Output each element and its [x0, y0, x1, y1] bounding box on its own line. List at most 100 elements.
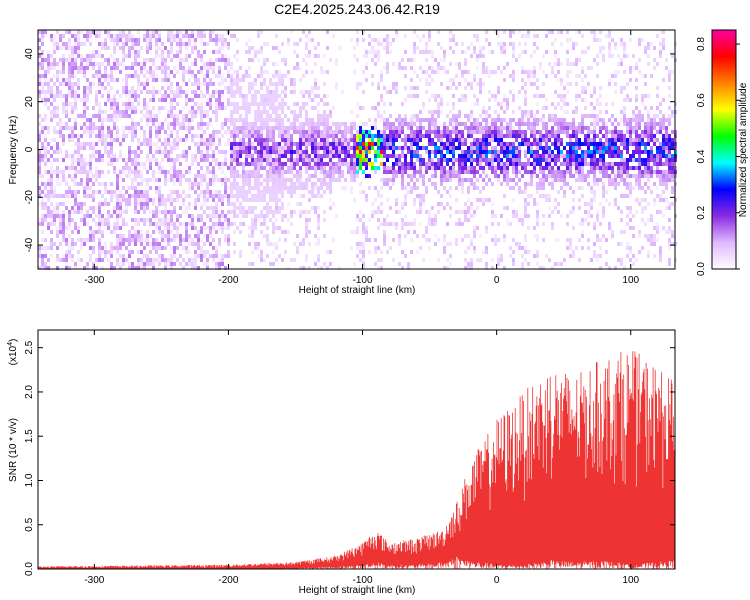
spectrogram-cell — [377, 38, 380, 42]
spectrogram-cell — [194, 234, 197, 238]
spectrogram-cell — [236, 134, 239, 138]
spectrogram-cell — [218, 94, 221, 98]
spectrogram-cell — [293, 110, 296, 114]
spectrogram-cell — [311, 134, 314, 138]
spectrogram-cell — [287, 130, 290, 134]
spectrogram-cell — [467, 218, 470, 222]
spectrogram-cell — [134, 218, 137, 222]
spectrogram-cell — [89, 214, 92, 218]
spectrogram-cell — [140, 234, 143, 238]
spectrogram-cell — [506, 178, 509, 182]
spectrogram-cell — [563, 118, 566, 122]
spectrogram-cell — [545, 106, 548, 110]
spectrogram-cell — [104, 46, 107, 50]
spectrogram-cell — [200, 106, 203, 110]
spectrogram-cell — [245, 70, 248, 74]
spectrogram-cell — [554, 114, 557, 118]
spectrogram-cell — [356, 130, 359, 134]
spectrogram-cell — [332, 154, 335, 158]
spectrogram-cell — [284, 162, 287, 166]
spectrogram-cell — [308, 218, 311, 222]
spectrogram-cell — [62, 178, 65, 182]
spectrogram-cell — [62, 174, 65, 178]
spectrogram-cell — [266, 114, 269, 118]
spectrogram-cell — [380, 162, 383, 166]
spectrogram-cell — [329, 178, 332, 182]
spectrogram-cell — [170, 218, 173, 222]
spectrogram-cell — [230, 74, 233, 78]
spectrogram-cell — [95, 206, 98, 210]
spectrogram-cell — [89, 254, 92, 258]
spectrogram-cell — [389, 102, 392, 106]
spectrogram-cell — [107, 222, 110, 226]
spectrogram-cell — [203, 50, 206, 54]
spectrogram-cell — [86, 90, 89, 94]
spectrogram-cell — [194, 134, 197, 138]
spectrogram-cell — [176, 174, 179, 178]
spectrogram-cell — [266, 58, 269, 62]
spectrogram-cell — [104, 134, 107, 138]
spectrogram-cell — [482, 126, 485, 130]
spectrogram-cell — [392, 154, 395, 158]
spectrogram-cell — [314, 186, 317, 190]
spectrogram-cell — [341, 130, 344, 134]
spectrogram-cell — [536, 122, 539, 126]
spectrogram-cell — [143, 38, 146, 42]
spectrogram-cell — [443, 206, 446, 210]
spectrogram-cell — [77, 42, 80, 46]
spectrogram-cell — [62, 238, 65, 242]
spectrogram-cell — [218, 242, 221, 246]
spectrogram-cell — [134, 98, 137, 102]
spectrogram-cell — [92, 230, 95, 234]
spectrogram-cell — [404, 86, 407, 90]
spectrogram-cell — [506, 206, 509, 210]
spectrogram-cell — [227, 90, 230, 94]
spectrogram-cell — [179, 58, 182, 62]
spectrogram-cell — [359, 130, 362, 134]
spectrogram-cell — [62, 134, 65, 138]
spectrogram-cell — [236, 38, 239, 42]
spectrogram-cell — [344, 142, 347, 146]
spectrogram-cell — [140, 218, 143, 222]
spectrogram-cell — [194, 254, 197, 258]
spectrogram-cell — [131, 106, 134, 110]
spectrogram-cell — [188, 166, 191, 170]
spectrogram-cell — [542, 194, 545, 198]
spectrogram-cell — [59, 182, 62, 186]
spectrogram-cell — [107, 34, 110, 38]
spectrogram-cell — [230, 222, 233, 226]
spectrogram-cell — [551, 222, 554, 226]
spectrogram-cell — [143, 62, 146, 66]
spectrogram-cell — [467, 46, 470, 50]
spectrogram-cell — [563, 170, 566, 174]
spectrogram-cell — [170, 178, 173, 182]
spectrogram-cell — [233, 154, 236, 158]
spectrogram-cell — [365, 122, 368, 126]
spectrogram-cell — [425, 186, 428, 190]
spectrogram-cell — [467, 114, 470, 118]
spectrogram-cell — [176, 54, 179, 58]
spectrogram-cell — [146, 30, 149, 34]
spectrogram-cell — [260, 150, 263, 154]
spectrogram-cell — [419, 222, 422, 226]
spectrogram-cell — [203, 138, 206, 142]
spectrogram-cell — [191, 38, 194, 42]
spectrogram-cell — [449, 130, 452, 134]
spectrogram-cell — [413, 50, 416, 54]
spectrogram-cell — [242, 98, 245, 102]
spectrogram-cell — [74, 210, 77, 214]
spectrogram-cell — [470, 238, 473, 242]
spectrogram-cell — [137, 154, 140, 158]
spectrogram-cell — [515, 154, 518, 158]
spectrogram-cell — [119, 170, 122, 174]
spectrogram-cell — [68, 38, 71, 42]
spectrogram-cell — [236, 78, 239, 82]
spectrogram-cell — [131, 162, 134, 166]
spectrogram-cell — [389, 130, 392, 134]
spectrogram-cell — [233, 110, 236, 114]
spectrogram-cell — [524, 94, 527, 98]
spectrogram-cell — [485, 110, 488, 114]
spectrogram-cell — [221, 42, 224, 46]
spectrogram-cell — [440, 170, 443, 174]
spectrogram-cell — [113, 230, 116, 234]
